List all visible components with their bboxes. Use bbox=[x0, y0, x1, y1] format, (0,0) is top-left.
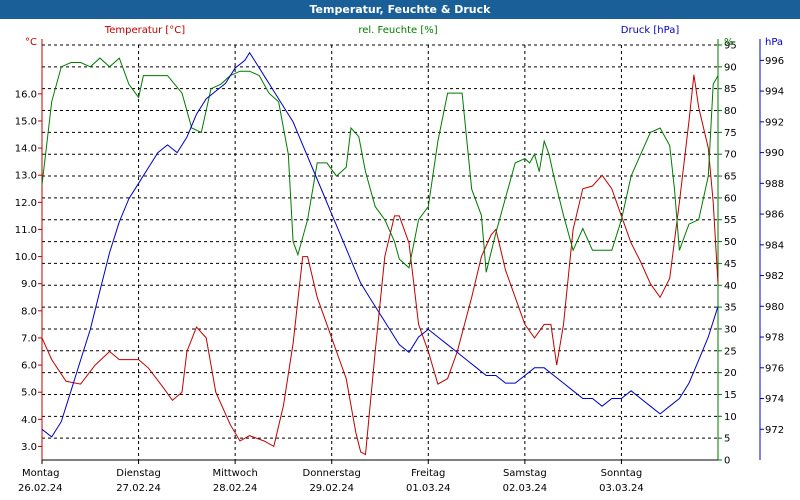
humidity-tick-label: 15 bbox=[724, 390, 737, 401]
temperature-tick-label: 13.0 bbox=[15, 171, 37, 182]
chart-title: Temperatur, Feuchte & Druck bbox=[0, 0, 800, 19]
day-date-label: 29.02.24 bbox=[309, 483, 354, 494]
humidity-tick-label: 0 bbox=[724, 456, 730, 467]
humidity-tick-label: 30 bbox=[724, 324, 737, 335]
day-name-label: Dienstag bbox=[116, 468, 161, 479]
temperature-tick-label: 8.0 bbox=[21, 306, 37, 317]
temperature-tick-label: 5.0 bbox=[21, 388, 37, 399]
series-line bbox=[41, 74, 719, 456]
day-date-label: 27.02.24 bbox=[116, 483, 161, 494]
temperature-tick-label: 12.0 bbox=[15, 198, 37, 209]
humidity-tick-label: 40 bbox=[724, 281, 737, 292]
humidity-tick-label: 65 bbox=[724, 172, 737, 183]
pressure-tick-label: 992 bbox=[765, 117, 784, 128]
day-name-label: Donnerstag bbox=[303, 468, 361, 479]
day-name-label: Freitag bbox=[411, 468, 445, 479]
humidity-tick-label: 80 bbox=[724, 106, 737, 117]
day-date-label: 01.03.24 bbox=[406, 483, 451, 494]
day-date-label: 02.03.24 bbox=[503, 483, 548, 494]
day-name-label: Sonntag bbox=[601, 468, 643, 479]
pressure-tick-label: 980 bbox=[765, 302, 784, 313]
day-date-label: 03.03.24 bbox=[599, 483, 644, 494]
temperature-tick-label: 3.0 bbox=[21, 442, 37, 453]
day-date-label: 28.02.24 bbox=[213, 483, 258, 494]
humidity-tick-label: 50 bbox=[724, 237, 737, 248]
axes: 3.0 4.0 5.0 6.0 7.0 8.0 9.0 10.0 11.0 12.0 13.0 14.… bbox=[15, 37, 784, 467]
legend-label: Temperatur [°C] bbox=[104, 25, 185, 36]
day-name-label: Mittwoch bbox=[212, 468, 257, 479]
humidity-tick-label: 70 bbox=[724, 150, 737, 161]
pressure-tick-label: 984 bbox=[765, 240, 784, 251]
pressure-tick-label: 988 bbox=[765, 179, 784, 190]
humidity-tick-label: 90 bbox=[724, 62, 737, 73]
humidity-tick-label: 5 bbox=[724, 434, 730, 445]
humidity-tick-label: 45 bbox=[724, 259, 737, 270]
temperature-tick-label: 10.0 bbox=[15, 252, 37, 263]
humidity-unit-label: % bbox=[724, 37, 734, 48]
temperature-tick-label: 6.0 bbox=[21, 361, 37, 372]
x-axis-labels: Montag 26.02.24 Dienstag 27.02.24 Mittwoch 28… bbox=[18, 460, 644, 494]
humidity-tick-label: 55 bbox=[724, 215, 737, 226]
series-line bbox=[41, 51, 719, 438]
pressure-tick-label: 972 bbox=[765, 425, 784, 436]
pressure-tick-label: 986 bbox=[765, 210, 784, 221]
pressure-tick-label: 982 bbox=[765, 271, 784, 282]
pressure-tick-label: 996 bbox=[765, 56, 784, 67]
weather-chart: 3.0 4.0 5.0 6.0 7.0 8.0 9.0 10.0 11.0 12.0 13.0 14.… bbox=[0, 19, 800, 500]
humidity-tick-label: 75 bbox=[724, 128, 737, 139]
legend-label: rel. Feuchte [%] bbox=[358, 25, 437, 36]
pressure-tick-label: 994 bbox=[765, 87, 784, 98]
temperature-tick-label: 7.0 bbox=[21, 333, 37, 344]
temperature-unit-label: °C bbox=[25, 37, 37, 48]
day-name-label: Samstag bbox=[503, 468, 547, 479]
series-lines bbox=[41, 51, 719, 456]
temperature-tick-label: 4.0 bbox=[21, 415, 37, 426]
humidity-tick-label: 35 bbox=[724, 303, 737, 314]
legend: Temperatur [°C] rel. Feuchte [%] Druck [hP… bbox=[104, 25, 680, 36]
temperature-tick-label: 14.0 bbox=[15, 144, 37, 155]
humidity-tick-label: 60 bbox=[724, 193, 737, 204]
pressure-tick-label: 978 bbox=[765, 333, 784, 344]
humidity-tick-label: 10 bbox=[724, 412, 737, 423]
temperature-tick-label: 11.0 bbox=[15, 225, 37, 236]
humidity-tick-label: 20 bbox=[724, 368, 737, 379]
temperature-tick-label: 9.0 bbox=[21, 279, 37, 290]
pressure-tick-label: 974 bbox=[765, 394, 784, 405]
humidity-tick-label: 85 bbox=[724, 84, 737, 95]
legend-label: Druck [hPa] bbox=[621, 25, 680, 36]
day-name-label: Montag bbox=[22, 468, 59, 479]
temperature-tick-label: 16.0 bbox=[15, 89, 37, 100]
temperature-tick-label: 15.0 bbox=[15, 116, 37, 127]
humidity-tick-label: 95 bbox=[724, 41, 737, 52]
pressure-unit-label: hPa bbox=[765, 37, 783, 48]
series-line bbox=[41, 57, 719, 273]
pressure-tick-label: 990 bbox=[765, 148, 784, 159]
pressure-tick-label: 976 bbox=[765, 363, 784, 374]
day-date-label: 26.02.24 bbox=[18, 483, 63, 494]
humidity-tick-label: 25 bbox=[724, 346, 737, 357]
